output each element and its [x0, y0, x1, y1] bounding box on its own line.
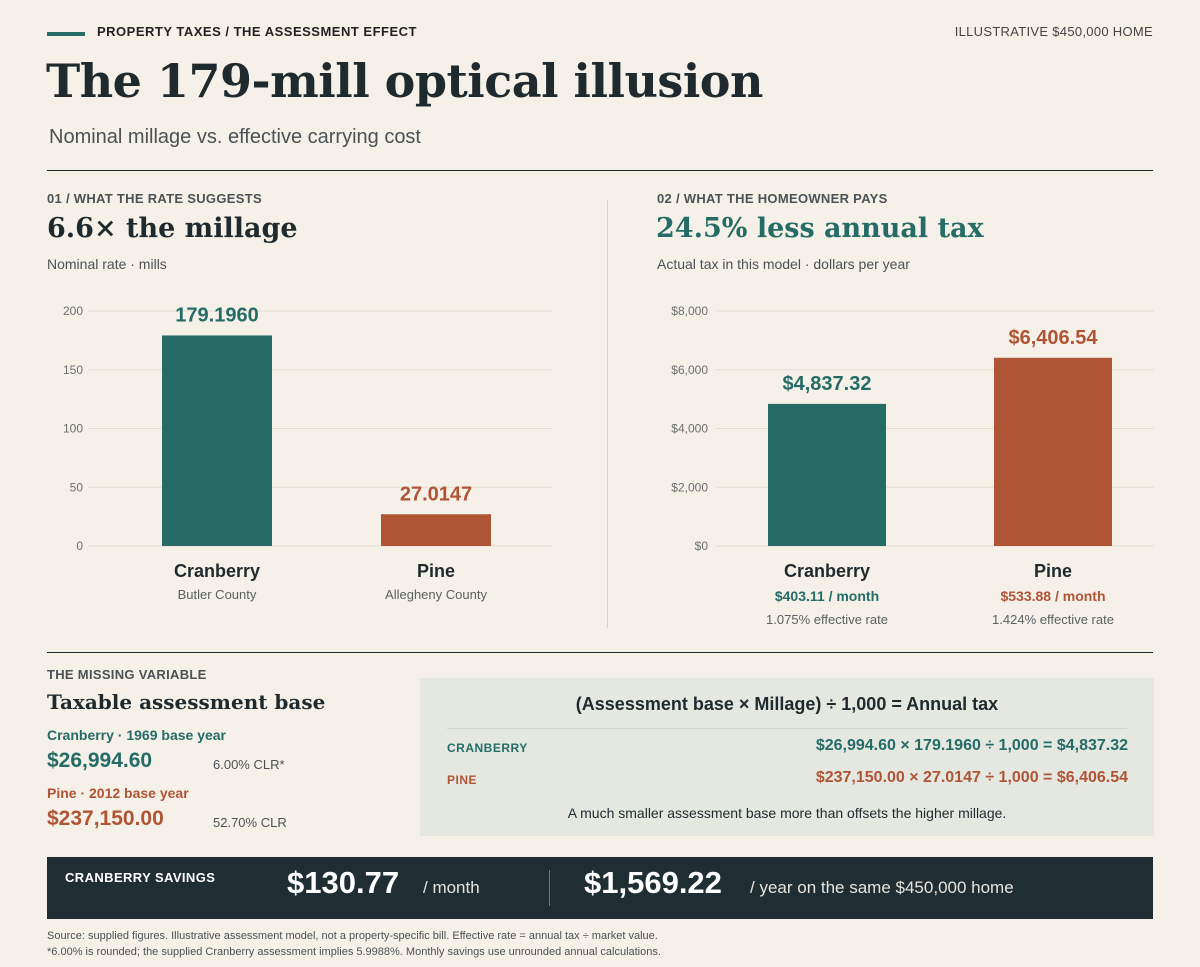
category-label: Cranberry: [174, 561, 260, 581]
formula-row-cranberry-equation: $26,994.60 × 179.1960 ÷ 1,000 = $4,837.3…: [815, 737, 1128, 754]
category-label: Cranberry: [784, 561, 870, 581]
bar-pine: [381, 514, 491, 546]
bar-cranberry: [768, 403, 886, 546]
y-tick-label: 200: [63, 304, 83, 318]
footnote-source: Source: supplied figures. Illustrative a…: [47, 930, 658, 942]
category-label: Pine: [417, 561, 455, 581]
millage-chart: 0 50 100 150 200 179.1960 Cranberry Butler Cou…: [63, 304, 552, 602]
missing-variable-title: Taxable assessment base: [47, 690, 326, 714]
category-note: 1.075% effective rate: [766, 612, 888, 627]
savings-divider: [549, 870, 550, 906]
panel-divider: [607, 200, 608, 628]
kicker: PROPERTY TAXES / THE ASSESSMENT EFFECT: [97, 24, 417, 39]
bar-cranberry: [162, 335, 272, 546]
monthly-savings-value: $130.77: [287, 865, 400, 900]
home-value-note: ILLUSTRATIVE $450,000 HOME: [954, 24, 1153, 39]
y-tick-label: $2,000: [671, 480, 708, 494]
y-tick-label: $6,000: [671, 363, 708, 377]
formula-divider: [447, 728, 1127, 729]
formula-row-cranberry-label: CRANBERRY: [447, 741, 528, 755]
pine-base-label: Pine · 2012 base year: [47, 785, 189, 801]
formula-row-pine-equation: $237,150.00 × 27.0147 ÷ 1,000 = $6,406.5…: [815, 769, 1128, 786]
formula-title: (Assessment base × Millage) ÷ 1,000 = An…: [575, 694, 999, 714]
kicker-accent-bar: [47, 32, 85, 36]
bar-value-label: 27.0147: [400, 483, 472, 505]
cranberry-base-label: Cranberry · 1969 base year: [47, 727, 226, 743]
category-note: Butler County: [178, 587, 257, 602]
panel1-headline: 6.6× the millage: [47, 213, 298, 244]
y-tick-label: 150: [63, 363, 83, 377]
monthly-tax-label: $403.11 / month: [775, 588, 879, 604]
yearly-savings-unit: / year on the same $450,000 home: [750, 878, 1014, 897]
y-tick-label: 100: [63, 422, 83, 436]
y-tick-label: 50: [70, 480, 84, 494]
cranberry-base-value: $26,994.60: [47, 749, 153, 772]
bar-value-label: $6,406.54: [1009, 327, 1099, 349]
monthly-savings-unit: / month: [423, 878, 480, 897]
savings-banner: CRANBERRY SAVINGS $130.77 / month $1,569…: [47, 857, 1153, 919]
formula-box: (Assessment base × Millage) ÷ 1,000 = An…: [420, 678, 1154, 836]
y-tick-label: $8,000: [671, 304, 708, 318]
y-tick-label: 0: [76, 539, 83, 553]
section-divider: [47, 652, 1153, 653]
category-label: Pine: [1034, 561, 1072, 581]
cranberry-clr: 6.00% CLR*: [213, 757, 285, 772]
pine-clr: 52.70% CLR: [213, 815, 287, 830]
formula-row-pine-label: PINE: [447, 773, 478, 787]
y-tick-label: $0: [695, 539, 709, 553]
pine-base-value: $237,150.00: [47, 807, 164, 830]
bar-value-label: $4,837.32: [783, 373, 872, 395]
panel2-note: Actual tax in this model · dollars per y…: [657, 256, 910, 272]
savings-label: CRANBERRY SAVINGS: [65, 870, 216, 885]
formula-note: A much smaller assessment base more than…: [567, 805, 1007, 821]
monthly-tax-label: $533.88 / month: [1000, 588, 1105, 604]
annual-tax-chart: $0 $2,000 $4,000 $6,000 $8,000 $4,837.32 Cran…: [671, 304, 1154, 627]
header-divider: [47, 170, 1153, 171]
category-note: Allegheny County: [385, 587, 487, 602]
panel1-note: Nominal rate · mills: [47, 256, 167, 272]
panel1-label: 01 / WHAT THE RATE SUGGESTS: [47, 191, 262, 206]
bar-pine: [994, 357, 1112, 546]
y-tick-label: $4,000: [671, 422, 708, 436]
panel2-headline: 24.5% less annual tax: [656, 213, 984, 244]
missing-variable-label: THE MISSING VARIABLE: [47, 667, 207, 682]
yearly-savings-value: $1,569.22: [584, 865, 722, 900]
bar-value-label: 179.1960: [175, 304, 258, 326]
category-note: 1.424% effective rate: [992, 612, 1114, 627]
page-subtitle: Nominal millage vs. effective carrying c…: [49, 126, 421, 148]
page-title: The 179-mill optical illusion: [46, 54, 763, 108]
panel2-label: 02 / WHAT THE HOMEOWNER PAYS: [657, 191, 888, 206]
footnote-clr: *6.00% is rounded; the supplied Cranberr…: [47, 946, 661, 958]
